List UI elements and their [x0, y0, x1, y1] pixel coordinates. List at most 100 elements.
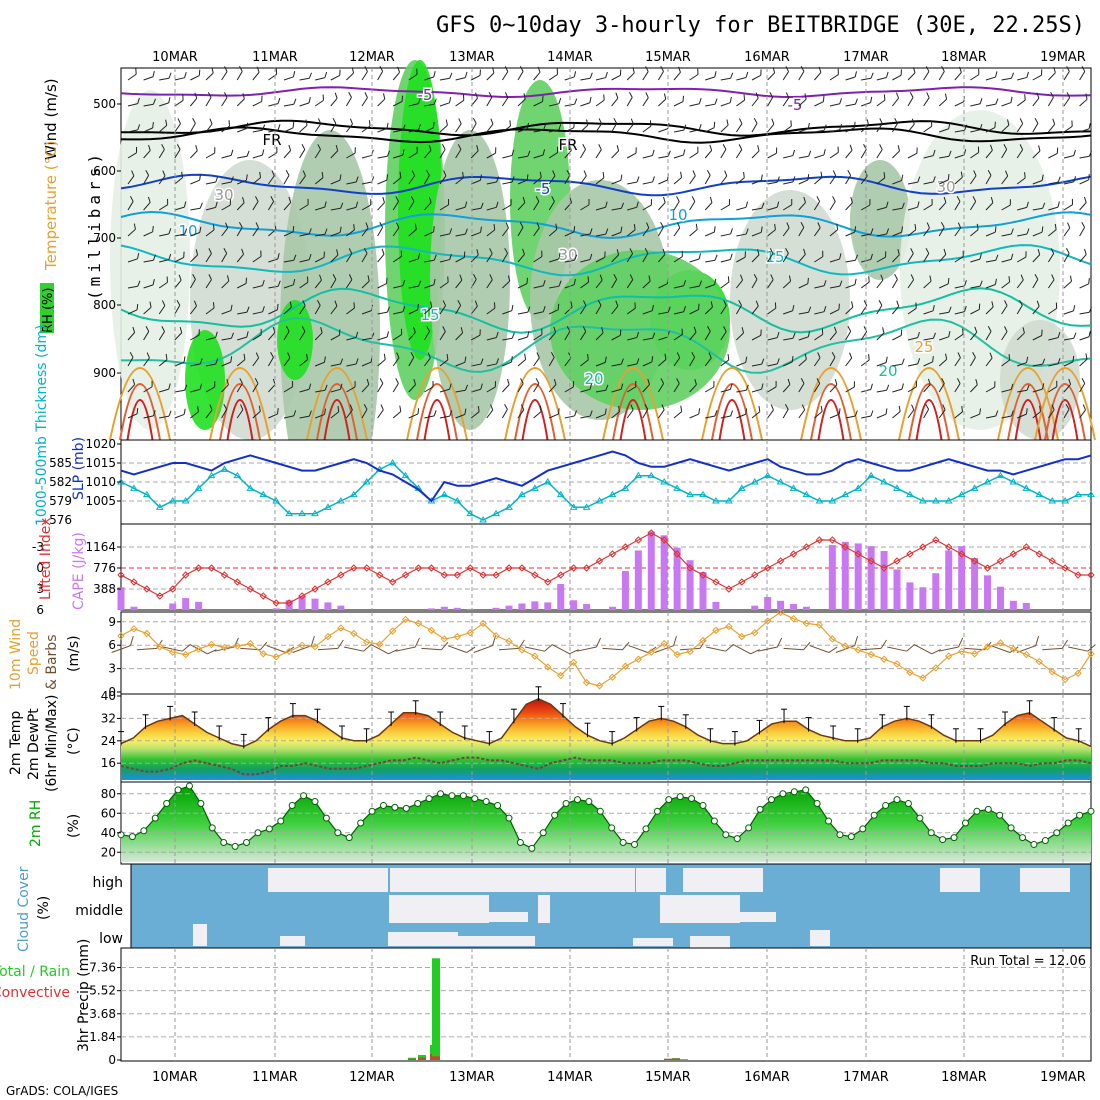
wind-barb [735, 300, 742, 315]
wind-barb [1063, 248, 1070, 263]
wind-barb-shaft [611, 411, 620, 419]
wind-speed-point [621, 662, 630, 670]
wind-barb-shaft [673, 334, 683, 341]
cloud-cover-block [1020, 868, 1070, 892]
wind-barb [829, 68, 839, 81]
wind-speed-point [660, 639, 668, 648]
wind-barb-flag [1073, 149, 1076, 156]
wind-barb [580, 383, 593, 393]
tick-label: 500 [93, 97, 116, 111]
wind-barb-shaft [985, 202, 994, 211]
wind-barb-shaft [393, 154, 403, 159]
wind-barb-shaft [580, 281, 589, 289]
wind-barb-flag [339, 69, 341, 76]
wind-barb-shaft [783, 310, 793, 315]
wind-barb-flag [586, 119, 589, 126]
wind-barb-shaft [876, 389, 887, 393]
wind-barb [970, 303, 981, 315]
wind-speed-point [544, 663, 552, 671]
wind-barb-shaft [657, 71, 664, 81]
wind-barb-shaft [159, 388, 169, 393]
wind-speed-point [893, 660, 901, 668]
wind-barb-flag [926, 222, 930, 229]
wind-barb-shaft [658, 179, 668, 185]
wind-barb [158, 300, 166, 315]
wind-barb-flag [1088, 278, 1090, 284]
wind-barb [642, 222, 650, 237]
wind-barb-flag [995, 71, 998, 78]
lifted-index-point [1048, 557, 1056, 565]
wind-barb-shaft [377, 98, 386, 107]
wind-barb [174, 118, 181, 133]
wind-barb [190, 329, 200, 341]
wind-barb-flag [152, 70, 155, 77]
wind-speed-point [492, 632, 500, 640]
wind-barb [642, 378, 650, 393]
wind-barb [798, 196, 806, 211]
wind-barb [736, 327, 744, 341]
wind-barb [829, 170, 837, 185]
wind-barb [501, 66, 509, 81]
wind-barb-flag [193, 300, 197, 307]
wind-barb-shaft [954, 311, 965, 315]
wind-barb-shaft [923, 71, 930, 81]
wind-barb [657, 404, 665, 419]
lifted-index-point [1074, 571, 1082, 579]
wind-barb-shaft [1017, 233, 1028, 237]
wind-barb-shaft [1063, 155, 1074, 159]
wind-speed-point [932, 664, 940, 672]
thickness-point [556, 490, 565, 498]
wind-barb-shaft [533, 285, 544, 289]
wind-barb-shaft [782, 409, 789, 419]
wind-barb-shaft [377, 254, 385, 263]
wind-barb-shaft [1047, 97, 1054, 107]
wind-barb-flag [275, 68, 278, 75]
wind-barb-flag [709, 196, 713, 203]
wind-barb-shaft [829, 152, 839, 159]
wind-barb-shaft [127, 103, 138, 107]
wind-barb [127, 253, 140, 263]
warm-dome-isotherm [521, 399, 549, 441]
wind-barb [907, 302, 917, 315]
wind-barb [735, 118, 743, 133]
wind-barb-shaft [486, 409, 494, 419]
wind-barb-shaft [938, 283, 949, 289]
wind-barb [174, 251, 185, 263]
wind-barb-shaft [1032, 388, 1043, 393]
wind-barb-flag [730, 410, 734, 417]
wind-barb-shaft [283, 386, 293, 393]
wind-barb-flag [400, 328, 403, 335]
wind-barb-shaft [314, 123, 322, 133]
wind-barb-flag [349, 404, 353, 411]
wind-barb [1016, 144, 1024, 159]
wind-barb-shaft [938, 409, 946, 419]
wind-barb-shaft [1063, 384, 1071, 393]
surface-wind-barb-flag [466, 646, 476, 653]
wind-barb-flag [161, 144, 165, 150]
wind-barb [642, 120, 652, 133]
wind-barb [1079, 248, 1087, 263]
wind-barb-shaft [845, 127, 855, 133]
wind-speed-point [867, 650, 875, 659]
wind-barb-flag [745, 228, 749, 235]
wind-barb-flag [308, 383, 312, 390]
wind-barb-shaft [829, 413, 840, 419]
wind-speed-point [414, 619, 423, 628]
wind-barb [424, 98, 437, 107]
wind-barb-shaft [626, 409, 634, 419]
wind-barb [314, 94, 324, 107]
wind-barb-flag [364, 66, 368, 72]
wind-barb-shaft [907, 72, 916, 81]
cloud-row-low: low [99, 931, 123, 947]
wind-barb-flag [522, 196, 526, 203]
wind-barb [985, 352, 993, 367]
wind-barb-flag [598, 118, 603, 124]
wind-barb [424, 196, 432, 211]
rh-point [688, 795, 696, 803]
cape-bar [958, 546, 966, 610]
wind-barb [1048, 358, 1061, 367]
wind-barb-flag [370, 199, 372, 206]
wind-barb-flag [184, 71, 187, 78]
wind-barb-flag [854, 254, 858, 261]
wind-barb [1016, 172, 1026, 185]
